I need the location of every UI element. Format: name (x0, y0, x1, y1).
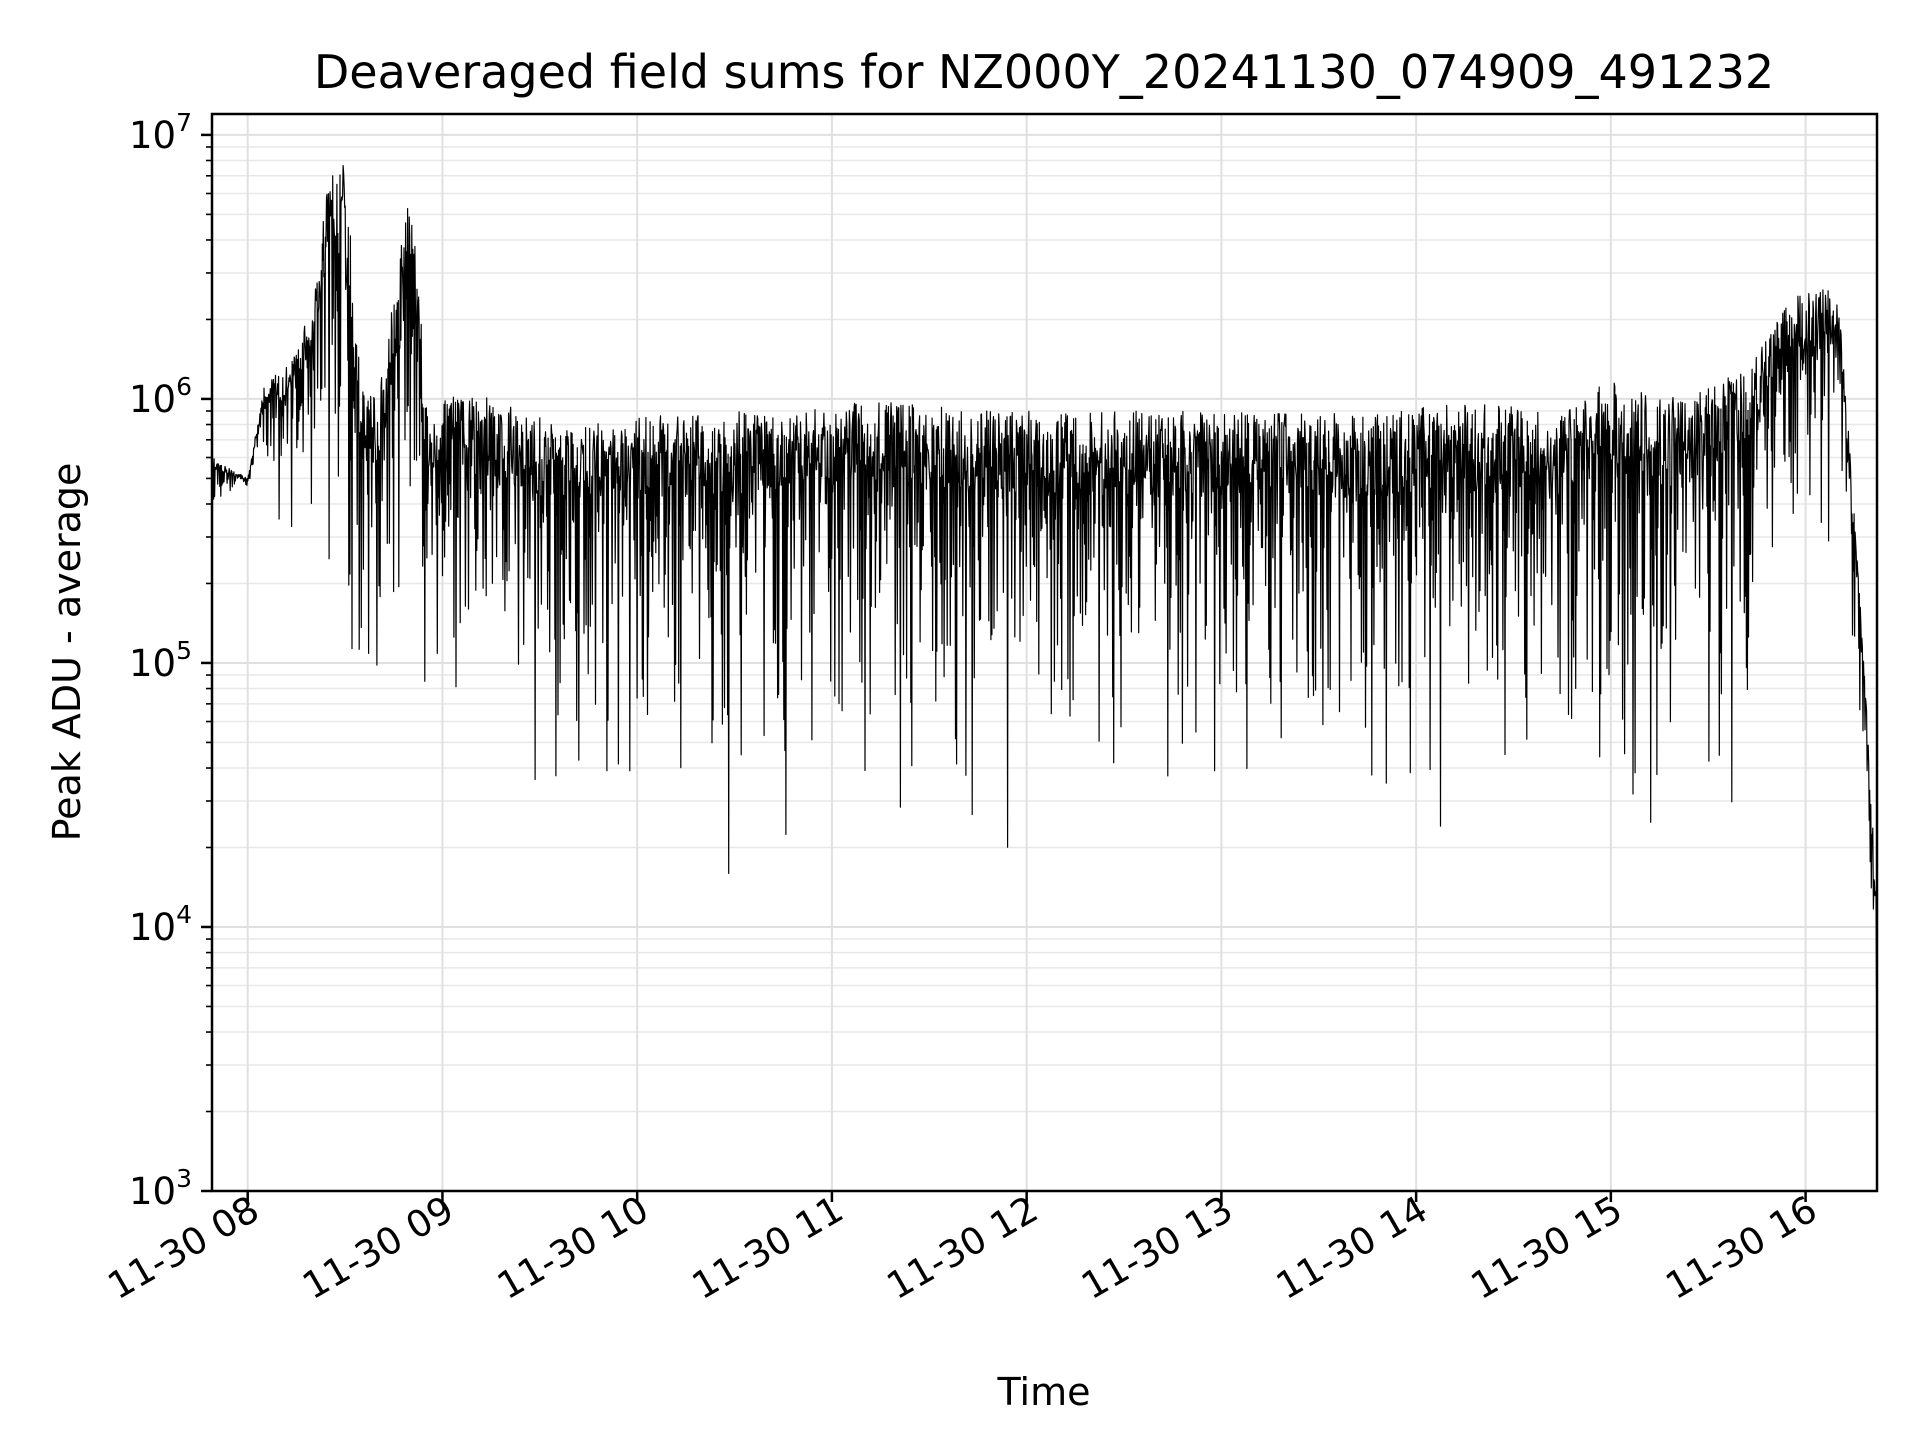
chart-title: Deaveraged field sums for NZ000Y_2024113… (314, 45, 1774, 99)
x-axis-label: Time (997, 1370, 1091, 1414)
y-tick-label: 107 (129, 108, 192, 157)
y-tick-label: 103 (129, 1164, 192, 1213)
plot-frame (210, 112, 1879, 1193)
series-layer (211, 165, 1878, 990)
y-tick-label: 104 (129, 900, 192, 949)
y-tick-label: 106 (129, 372, 192, 421)
y-axis-label: Peak ADU - average (45, 463, 89, 842)
series-line-0 (211, 165, 1878, 990)
y-tick-label: 105 (129, 636, 192, 685)
